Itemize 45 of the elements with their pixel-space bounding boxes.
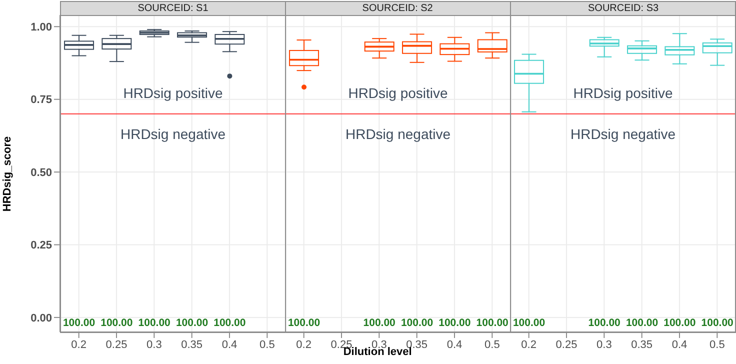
x-tick-label: 0.2 bbox=[296, 338, 312, 351]
chart-title: SOURCEID: S2 bbox=[284, 1, 511, 16]
annotation: 100.00 bbox=[400, 317, 433, 329]
y-tick-label: 0.25 bbox=[30, 240, 52, 252]
annotation: 100.00 bbox=[62, 317, 96, 329]
annotation: HRDsig negative bbox=[120, 126, 226, 142]
annotation: 100.00 bbox=[138, 317, 171, 329]
annotation: 100.00 bbox=[664, 317, 696, 329]
x-tick-label: 0.3 bbox=[596, 338, 612, 351]
x-tick-label: 0.3 bbox=[146, 338, 162, 351]
annotation: HRDsig positive bbox=[348, 84, 448, 101]
x-tick-label: 0.35 bbox=[181, 338, 203, 351]
y-tick-label: 0.75 bbox=[30, 94, 52, 106]
chart-title: SOURCEID: S3 bbox=[510, 1, 736, 16]
x-tick-label: 0.5 bbox=[710, 338, 726, 351]
y-tick-label: 0.50 bbox=[30, 166, 52, 179]
annotation: 100.00 bbox=[214, 317, 246, 329]
x-tick-label: 0.4 bbox=[222, 338, 238, 351]
x-tick-label: 0.35 bbox=[631, 338, 653, 351]
annotation: 100.00 bbox=[288, 317, 320, 329]
annotation: 100.00 bbox=[702, 317, 734, 329]
y-tick-label: 0.00 bbox=[30, 312, 52, 324]
annotation: 100.00 bbox=[513, 317, 546, 329]
annotation: 100.00 bbox=[362, 317, 396, 329]
annotation: 100.00 bbox=[626, 317, 659, 329]
annotation: 100.00 bbox=[476, 317, 508, 329]
chart-title: SOURCEID: S1 bbox=[60, 1, 286, 16]
annotation: HRDsig positive bbox=[574, 84, 674, 101]
x-tick-label: 0.5 bbox=[484, 338, 500, 351]
y-axis-title: HRDsig_score bbox=[2, 136, 14, 212]
x-tick-label: 0.4 bbox=[446, 338, 462, 351]
annotation: 100.00 bbox=[438, 317, 470, 329]
x-tick-label: 0.25 bbox=[556, 338, 578, 351]
y-tick-label: 1.00 bbox=[30, 22, 52, 34]
annotation: 100.00 bbox=[176, 317, 208, 329]
annotation: HRDsig negative bbox=[570, 126, 676, 142]
x-tick-label: 0.2 bbox=[521, 338, 537, 351]
x-tick-label: 0.4 bbox=[672, 338, 688, 351]
x-tick-label: 0.2 bbox=[71, 338, 86, 351]
annotation: 100.00 bbox=[100, 317, 133, 329]
x-tick-label: 0.5 bbox=[260, 338, 275, 351]
annotation: HRDsig negative bbox=[345, 126, 450, 142]
annotation: HRDsig positive bbox=[123, 84, 224, 101]
x-tick-label: 0.25 bbox=[106, 338, 128, 351]
annotation: 100.00 bbox=[588, 317, 621, 329]
